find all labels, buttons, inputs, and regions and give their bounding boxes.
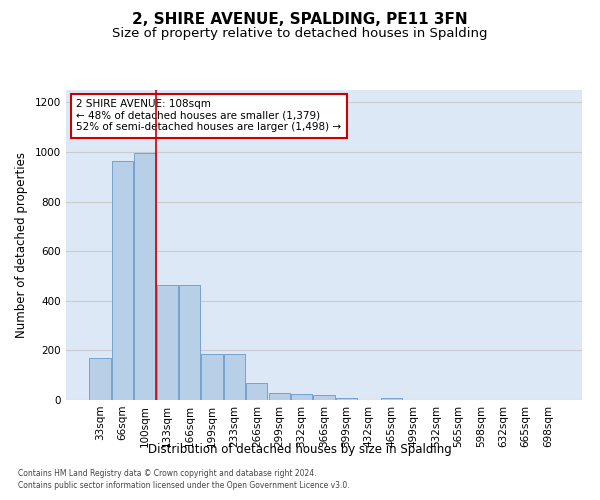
- Bar: [134, 153, 155, 400]
- Bar: [157, 284, 178, 400]
- Text: Size of property relative to detached houses in Spalding: Size of property relative to detached ho…: [112, 28, 488, 40]
- Bar: [313, 395, 335, 400]
- Bar: [246, 382, 268, 400]
- Text: Contains HM Land Registry data © Crown copyright and database right 2024.: Contains HM Land Registry data © Crown c…: [18, 468, 317, 477]
- Bar: [224, 354, 245, 400]
- Bar: [179, 284, 200, 400]
- Bar: [269, 392, 290, 400]
- Bar: [291, 394, 312, 400]
- Bar: [380, 398, 402, 400]
- Y-axis label: Number of detached properties: Number of detached properties: [15, 152, 28, 338]
- Bar: [112, 160, 133, 400]
- Text: Distribution of detached houses by size in Spalding: Distribution of detached houses by size …: [148, 442, 452, 456]
- Text: 2, SHIRE AVENUE, SPALDING, PE11 3FN: 2, SHIRE AVENUE, SPALDING, PE11 3FN: [132, 12, 468, 28]
- Bar: [202, 354, 223, 400]
- Text: 2 SHIRE AVENUE: 108sqm
← 48% of detached houses are smaller (1,379)
52% of semi-: 2 SHIRE AVENUE: 108sqm ← 48% of detached…: [76, 100, 341, 132]
- Bar: [336, 398, 357, 400]
- Text: Contains public sector information licensed under the Open Government Licence v3: Contains public sector information licen…: [18, 481, 350, 490]
- Bar: [89, 358, 111, 400]
